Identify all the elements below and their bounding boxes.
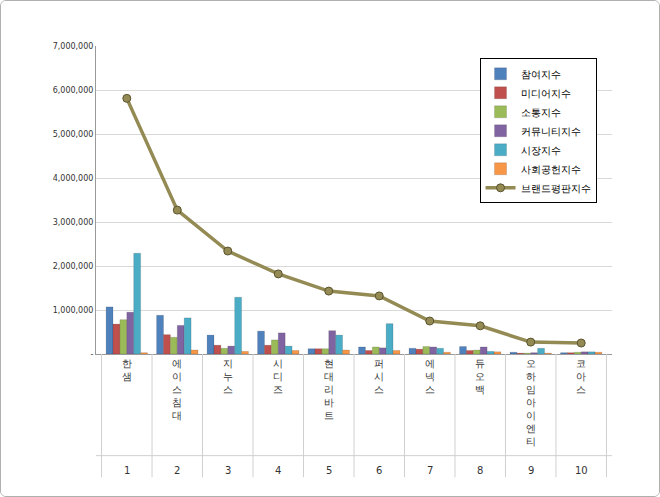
svg-text:7: 7 [427,465,433,476]
svg-text:1,000,000: 1,000,000 [53,306,94,315]
svg-text:오하임아이엔티: 오하임아이엔티 [526,358,536,447]
svg-text:5,000,000: 5,000,000 [53,130,94,139]
svg-text:6,000,000: 6,000,000 [53,86,94,95]
svg-text:에이스침대: 에이스침대 [172,358,182,421]
svg-text:참여지수: 참여지수 [521,69,561,80]
svg-text:시디즈: 시디즈 [273,358,283,395]
svg-text:시장지수: 시장지수 [521,145,561,156]
svg-text:한샘: 한샘 [122,358,132,382]
svg-text:2,000,000: 2,000,000 [53,262,94,271]
svg-text:4,000,000: 4,000,000 [53,174,94,183]
svg-text:브랜드평판지수: 브랜드평판지수 [521,183,591,194]
svg-text:7,000,000: 7,000,000 [53,42,94,51]
svg-text:5: 5 [326,465,332,476]
svg-text:3: 3 [225,465,231,476]
svg-text:3,000,000: 3,000,000 [53,218,94,227]
svg-text:9: 9 [528,465,534,476]
svg-text:지누스: 지누스 [223,358,233,395]
svg-text:4: 4 [275,465,281,476]
svg-text:에넥스: 에넥스 [425,358,435,395]
svg-text:1: 1 [124,465,130,476]
svg-text:미디어지수: 미디어지수 [521,88,571,99]
svg-text:-: - [91,350,94,359]
svg-text:2: 2 [174,465,180,476]
svg-text:듀오백: 듀오백 [475,358,485,395]
svg-text:코아스: 코아스 [576,358,586,395]
svg-text:퍼시스: 퍼시스 [374,358,384,395]
svg-text:10: 10 [575,465,588,476]
svg-text:8: 8 [477,465,483,476]
svg-text:소통지수: 소통지수 [521,107,561,118]
svg-text:사회공헌지수: 사회공헌지수 [521,164,581,175]
svg-text:현대리바트: 현대리바트 [324,358,334,421]
svg-text:커뮤니티지수: 커뮤니티지수 [521,126,581,137]
svg-text:6: 6 [376,465,382,476]
